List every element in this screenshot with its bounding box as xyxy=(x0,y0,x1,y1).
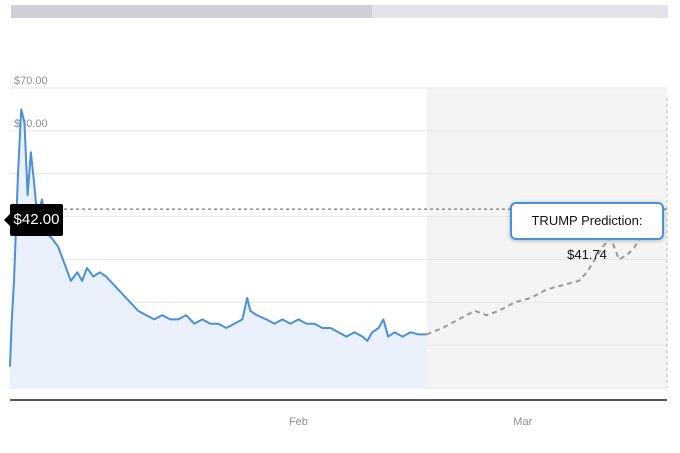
actual-area xyxy=(10,109,427,388)
y-tick-label: $70.00 xyxy=(14,75,48,87)
progress-bar-fill xyxy=(11,5,373,18)
x-tick-label: Mar xyxy=(513,416,532,428)
x-tick-label: Feb xyxy=(289,416,308,428)
y-tick-label: $60.00 xyxy=(14,118,48,130)
progress-bar xyxy=(11,5,668,18)
current-price-badge: $42.00 xyxy=(4,204,63,236)
forecast-line xyxy=(426,208,664,336)
prediction-tooltip: TRUMP Prediction: $41.74 xyxy=(510,202,664,262)
